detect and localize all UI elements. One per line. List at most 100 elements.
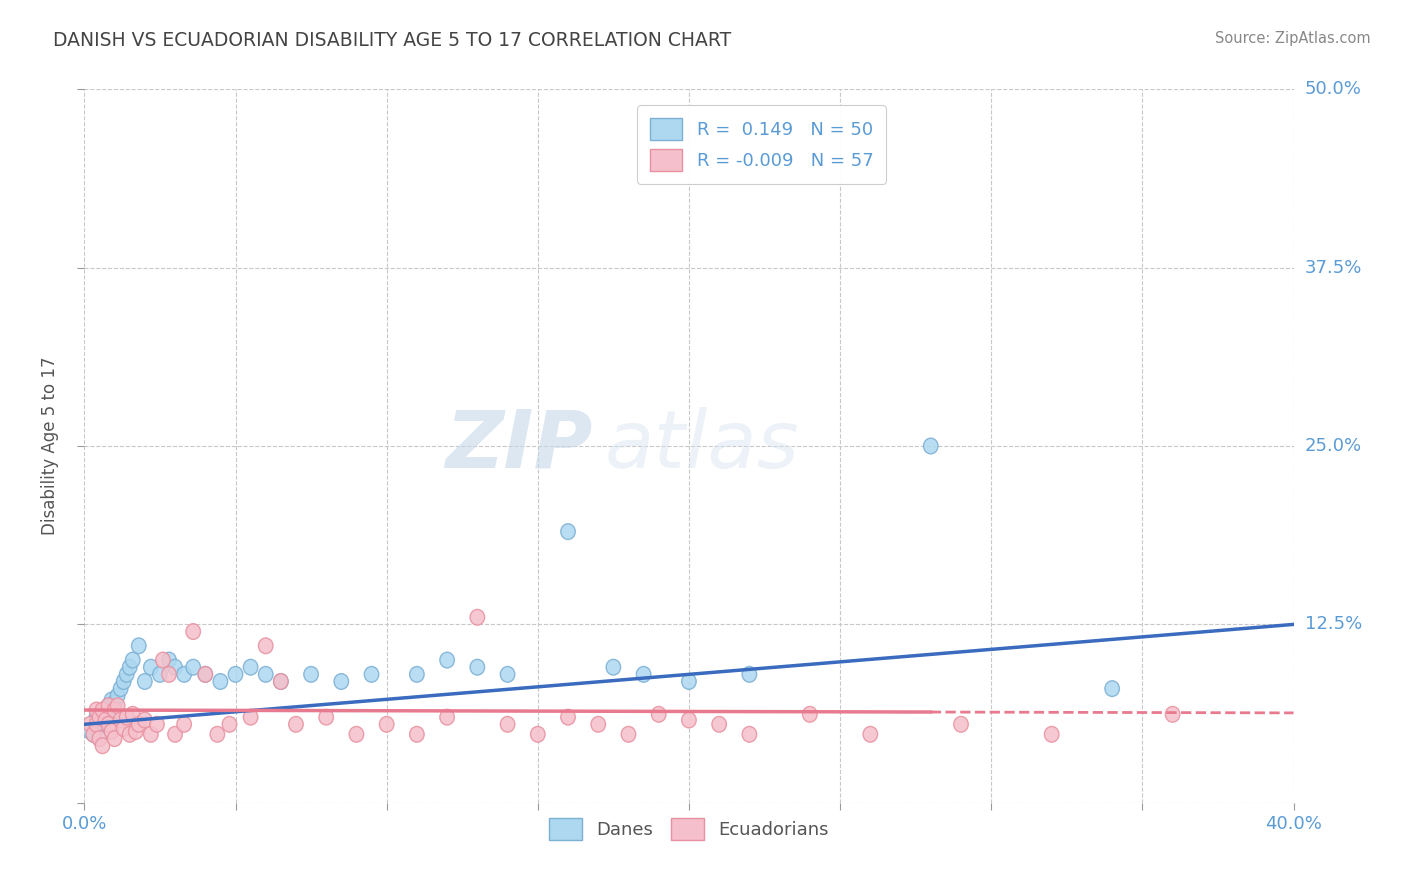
Ellipse shape bbox=[186, 624, 201, 640]
Ellipse shape bbox=[125, 652, 141, 668]
Ellipse shape bbox=[711, 716, 727, 732]
Ellipse shape bbox=[682, 673, 696, 690]
Ellipse shape bbox=[143, 726, 157, 742]
Ellipse shape bbox=[953, 716, 969, 732]
Text: atlas: atlas bbox=[605, 407, 799, 485]
Ellipse shape bbox=[93, 716, 107, 732]
Ellipse shape bbox=[101, 709, 115, 725]
Ellipse shape bbox=[651, 706, 666, 723]
Ellipse shape bbox=[96, 706, 110, 723]
Ellipse shape bbox=[177, 716, 191, 732]
Ellipse shape bbox=[107, 702, 122, 718]
Ellipse shape bbox=[1105, 681, 1119, 697]
Ellipse shape bbox=[98, 716, 112, 732]
Ellipse shape bbox=[682, 712, 696, 728]
Ellipse shape bbox=[93, 709, 107, 725]
Ellipse shape bbox=[117, 673, 131, 690]
Ellipse shape bbox=[93, 731, 107, 747]
Ellipse shape bbox=[162, 652, 176, 668]
Ellipse shape bbox=[440, 652, 454, 668]
Ellipse shape bbox=[101, 698, 115, 714]
Legend: Danes, Ecuadorians: Danes, Ecuadorians bbox=[543, 811, 835, 847]
Ellipse shape bbox=[177, 666, 191, 682]
Ellipse shape bbox=[1045, 726, 1059, 742]
Ellipse shape bbox=[96, 738, 110, 754]
Text: 25.0%: 25.0% bbox=[1305, 437, 1362, 455]
Text: 12.5%: 12.5% bbox=[1305, 615, 1362, 633]
Ellipse shape bbox=[128, 723, 143, 739]
Ellipse shape bbox=[209, 726, 225, 742]
Ellipse shape bbox=[621, 726, 636, 742]
Ellipse shape bbox=[335, 673, 349, 690]
Ellipse shape bbox=[274, 673, 288, 690]
Ellipse shape bbox=[132, 638, 146, 654]
Ellipse shape bbox=[319, 709, 333, 725]
Ellipse shape bbox=[110, 688, 125, 704]
Ellipse shape bbox=[107, 731, 122, 747]
Ellipse shape bbox=[122, 659, 136, 675]
Ellipse shape bbox=[470, 659, 485, 675]
Ellipse shape bbox=[364, 666, 378, 682]
Ellipse shape bbox=[198, 666, 212, 682]
Ellipse shape bbox=[803, 706, 817, 723]
Text: DANISH VS ECUADORIAN DISABILITY AGE 5 TO 17 CORRELATION CHART: DANISH VS ECUADORIAN DISABILITY AGE 5 TO… bbox=[53, 31, 731, 50]
Ellipse shape bbox=[214, 673, 228, 690]
Ellipse shape bbox=[120, 709, 134, 725]
Ellipse shape bbox=[153, 666, 167, 682]
Ellipse shape bbox=[138, 673, 152, 690]
Ellipse shape bbox=[222, 716, 236, 732]
Ellipse shape bbox=[86, 726, 101, 742]
Ellipse shape bbox=[742, 726, 756, 742]
Ellipse shape bbox=[186, 659, 201, 675]
Ellipse shape bbox=[409, 666, 425, 682]
Ellipse shape bbox=[96, 702, 110, 718]
Ellipse shape bbox=[98, 712, 112, 728]
Ellipse shape bbox=[132, 716, 146, 732]
Ellipse shape bbox=[167, 726, 183, 742]
Ellipse shape bbox=[98, 702, 112, 718]
Ellipse shape bbox=[349, 726, 364, 742]
Ellipse shape bbox=[243, 709, 257, 725]
Ellipse shape bbox=[637, 666, 651, 682]
Ellipse shape bbox=[104, 692, 120, 708]
Ellipse shape bbox=[125, 706, 141, 723]
Ellipse shape bbox=[167, 659, 183, 675]
Ellipse shape bbox=[409, 726, 425, 742]
Ellipse shape bbox=[863, 726, 877, 742]
Ellipse shape bbox=[138, 712, 152, 728]
Ellipse shape bbox=[114, 712, 128, 728]
Ellipse shape bbox=[83, 716, 97, 732]
Ellipse shape bbox=[606, 659, 620, 675]
Ellipse shape bbox=[89, 716, 104, 732]
Ellipse shape bbox=[440, 709, 454, 725]
Ellipse shape bbox=[93, 731, 107, 747]
Ellipse shape bbox=[143, 659, 157, 675]
Ellipse shape bbox=[924, 438, 938, 454]
Ellipse shape bbox=[101, 698, 115, 714]
Ellipse shape bbox=[117, 721, 131, 737]
Ellipse shape bbox=[501, 716, 515, 732]
Ellipse shape bbox=[274, 673, 288, 690]
Ellipse shape bbox=[243, 659, 257, 675]
Ellipse shape bbox=[380, 716, 394, 732]
Ellipse shape bbox=[89, 702, 104, 718]
Ellipse shape bbox=[86, 726, 101, 742]
Ellipse shape bbox=[259, 666, 273, 682]
Ellipse shape bbox=[83, 723, 97, 739]
Ellipse shape bbox=[104, 723, 120, 739]
Ellipse shape bbox=[561, 524, 575, 540]
Ellipse shape bbox=[89, 709, 104, 725]
Ellipse shape bbox=[470, 609, 485, 625]
Ellipse shape bbox=[288, 716, 304, 732]
Ellipse shape bbox=[114, 681, 128, 697]
Ellipse shape bbox=[162, 666, 176, 682]
Ellipse shape bbox=[107, 695, 122, 711]
Ellipse shape bbox=[101, 716, 115, 732]
Ellipse shape bbox=[198, 666, 212, 682]
Ellipse shape bbox=[107, 702, 122, 718]
Ellipse shape bbox=[742, 666, 756, 682]
Ellipse shape bbox=[259, 638, 273, 654]
Ellipse shape bbox=[104, 716, 120, 732]
Ellipse shape bbox=[501, 666, 515, 682]
Text: 37.5%: 37.5% bbox=[1305, 259, 1362, 277]
